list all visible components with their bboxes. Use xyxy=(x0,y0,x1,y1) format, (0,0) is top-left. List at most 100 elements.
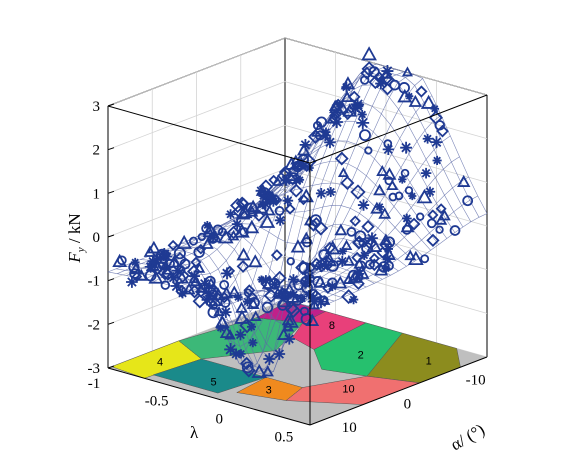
triangle-marker xyxy=(167,254,182,268)
diamond-marker xyxy=(258,179,274,195)
floor-region-label: 4 xyxy=(157,356,163,368)
diamond-marker xyxy=(426,233,440,247)
star-marker xyxy=(381,263,391,273)
diamond-marker xyxy=(415,85,428,98)
triangle-marker xyxy=(347,268,363,283)
circle-marker xyxy=(197,232,206,242)
star-marker xyxy=(401,213,412,224)
triangle-marker xyxy=(457,174,471,187)
lambda-tick-label: -1 xyxy=(88,376,101,392)
circle-marker xyxy=(239,227,249,237)
diamond-marker xyxy=(310,216,323,229)
triangle-marker xyxy=(308,298,321,310)
circle-marker xyxy=(201,223,212,234)
star-marker xyxy=(336,255,348,267)
diamond-marker xyxy=(309,289,323,303)
star-marker xyxy=(273,348,286,360)
star-marker xyxy=(126,276,138,288)
triangle-marker xyxy=(376,164,389,176)
triangle-marker xyxy=(373,183,386,196)
star-marker xyxy=(357,109,367,120)
star-marker xyxy=(324,136,336,149)
triangle-marker xyxy=(361,46,377,61)
floor-region-label: 8 xyxy=(329,320,335,332)
floor-region-label: 10 xyxy=(342,384,354,396)
triangle-marker xyxy=(112,253,128,268)
circle-marker xyxy=(462,195,474,207)
star-marker xyxy=(170,279,184,293)
triangle-marker xyxy=(386,179,399,191)
z-tick-label: 3 xyxy=(93,99,101,115)
diamond-marker xyxy=(284,203,296,215)
circle-marker xyxy=(243,288,253,298)
triangle-marker xyxy=(340,90,354,103)
diamond-marker xyxy=(175,268,190,284)
circle-marker xyxy=(389,79,401,91)
star-marker xyxy=(338,246,347,256)
star-marker xyxy=(260,275,272,286)
triangle-marker xyxy=(337,167,349,178)
star-marker xyxy=(375,77,387,90)
triangle-marker xyxy=(404,249,417,261)
diamond-marker xyxy=(307,129,323,145)
triangle-marker xyxy=(366,237,383,252)
triangle-marker xyxy=(201,237,214,249)
diamond-marker xyxy=(368,258,381,272)
diamond-marker xyxy=(190,256,202,268)
z-tick-label: -3 xyxy=(88,361,101,377)
star-marker xyxy=(408,191,417,201)
front-box-frame xyxy=(107,94,488,426)
triangle-marker xyxy=(259,213,276,228)
star-marker xyxy=(242,296,253,307)
triangle-marker xyxy=(208,293,223,307)
star-marker xyxy=(315,188,327,199)
star-marker xyxy=(299,139,312,151)
diamond-marker xyxy=(272,270,287,286)
triangle-marker xyxy=(420,94,437,109)
star-marker xyxy=(325,186,336,197)
box-edge xyxy=(309,356,488,426)
triangle-marker xyxy=(160,264,173,275)
triangle-marker xyxy=(148,270,164,284)
mesh-line xyxy=(220,182,423,257)
triangle-marker xyxy=(298,188,314,203)
star-marker xyxy=(398,175,407,184)
triangle-marker xyxy=(244,219,260,234)
diamond-marker xyxy=(131,271,143,282)
diamond-marker xyxy=(285,302,301,319)
triangle-marker xyxy=(271,286,284,298)
circle-marker xyxy=(383,260,394,271)
star-marker xyxy=(263,352,276,366)
triangle-marker xyxy=(176,234,192,249)
mesh-line xyxy=(291,176,469,309)
diamond-marker xyxy=(382,73,396,87)
triangle-marker xyxy=(217,229,234,244)
diamond-marker xyxy=(340,175,355,190)
diamond-marker xyxy=(241,363,256,378)
circle-marker xyxy=(207,306,220,319)
z-tick-mark xyxy=(107,321,115,325)
diamond-marker xyxy=(236,259,250,273)
star-marker xyxy=(167,272,180,284)
star-marker xyxy=(225,209,236,220)
circle-marker xyxy=(359,129,371,142)
circle-marker xyxy=(416,212,425,221)
triangle-marker xyxy=(129,262,143,275)
star-marker xyxy=(432,155,442,166)
circle-marker xyxy=(291,160,304,173)
triangle-marker xyxy=(311,122,328,137)
triangle-marker xyxy=(333,275,348,289)
circle-marker xyxy=(435,225,444,234)
star-marker xyxy=(282,195,294,207)
circle-marker xyxy=(158,252,168,261)
star-marker xyxy=(233,292,243,302)
z-tick-mark xyxy=(107,234,115,238)
mesh-line xyxy=(254,95,433,302)
diamond-marker xyxy=(331,98,345,112)
diamond-marker xyxy=(270,249,283,262)
triangle-marker xyxy=(374,262,389,276)
star-marker xyxy=(366,232,378,245)
alpha-axis-title: α/ (°) xyxy=(447,420,488,454)
star-marker xyxy=(314,260,327,273)
